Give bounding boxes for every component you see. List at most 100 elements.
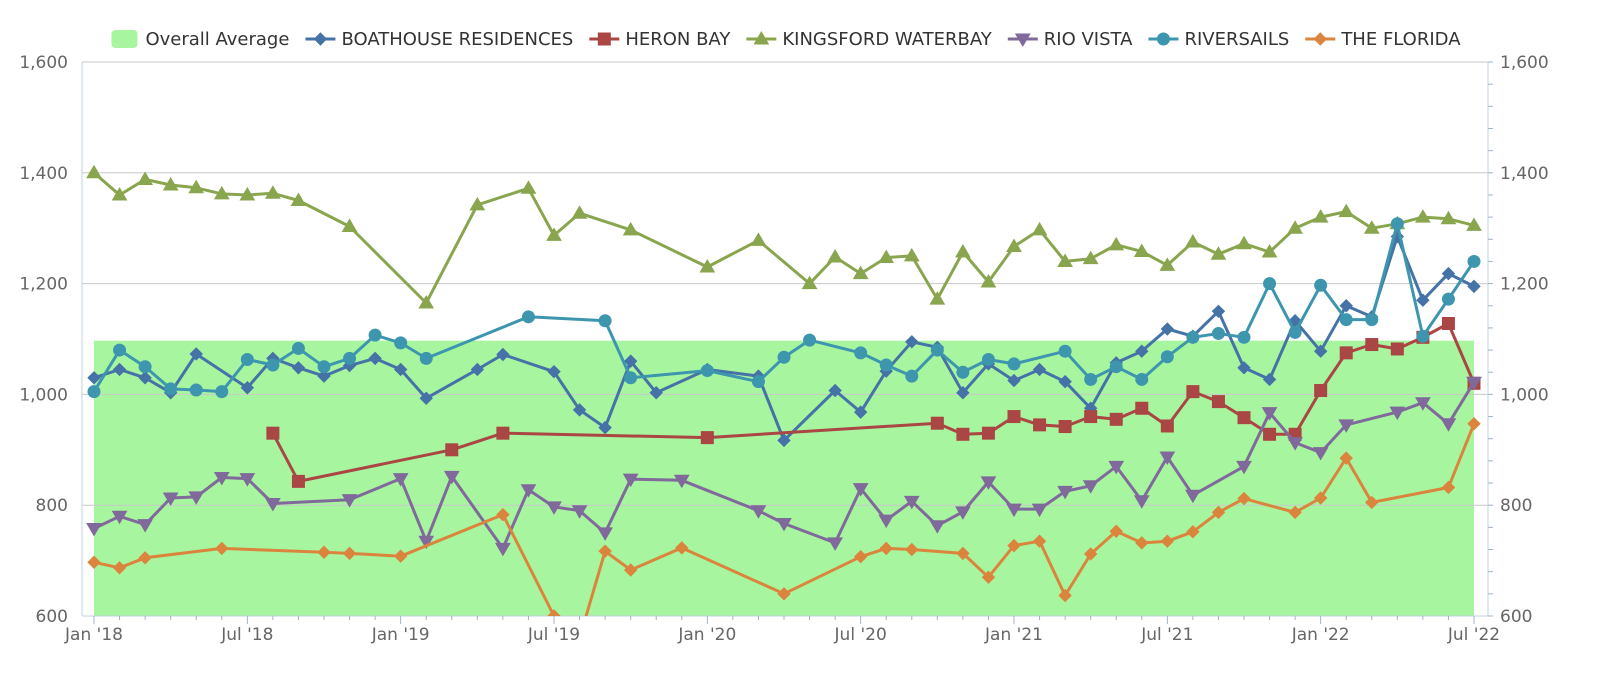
data-point-riversails[interactable]: [956, 365, 970, 379]
data-point-rio-vista[interactable]: [955, 506, 971, 520]
data-point-riversails[interactable]: [138, 360, 152, 374]
data-point-rio-vista[interactable]: [392, 473, 409, 487]
data-point-boathouse-residences[interactable]: [828, 383, 842, 398]
data-point-kingsford-waterbay[interactable]: [903, 247, 920, 262]
data-point-riversails[interactable]: [1441, 292, 1455, 306]
data-point-rio-vista[interactable]: [827, 537, 843, 551]
data-point-heron-bay[interactable]: [1007, 410, 1021, 424]
data-point-the-florida[interactable]: [1083, 547, 1098, 561]
data-point-the-florida[interactable]: [1160, 534, 1175, 548]
data-point-boathouse-residences[interactable]: [1339, 299, 1353, 313]
data-point-riversails[interactable]: [215, 385, 229, 399]
data-point-rio-vista[interactable]: [111, 510, 128, 525]
data-point-kingsford-waterbay[interactable]: [418, 294, 435, 309]
data-point-riversails[interactable]: [930, 343, 944, 357]
data-point-heron-bay[interactable]: [1365, 338, 1379, 352]
data-point-kingsford-waterbay[interactable]: [1415, 209, 1431, 223]
data-point-rio-vista[interactable]: [495, 542, 511, 557]
data-point-the-florida[interactable]: [547, 609, 561, 622]
data-point-boathouse-residences[interactable]: [87, 371, 101, 385]
data-point-rio-vista[interactable]: [418, 535, 435, 550]
data-point-heron-bay[interactable]: [1237, 411, 1251, 425]
data-point-riversails[interactable]: [368, 328, 382, 342]
data-point-boathouse-residences[interactable]: [419, 391, 433, 405]
data-point-rio-vista[interactable]: [1031, 503, 1048, 518]
data-point-the-florida[interactable]: [138, 551, 152, 565]
data-point-boathouse-residences[interactable]: [1416, 293, 1430, 307]
data-point-boathouse-residences[interactable]: [598, 420, 612, 435]
data-point-riversails[interactable]: [598, 314, 612, 328]
data-point-heron-bay[interactable]: [1135, 401, 1149, 415]
data-point-kingsford-waterbay[interactable]: [265, 185, 281, 199]
data-point-riversails[interactable]: [1186, 330, 1200, 344]
data-point-kingsford-waterbay[interactable]: [1287, 220, 1303, 234]
data-point-kingsford-waterbay[interactable]: [1108, 236, 1125, 251]
data-point-heron-bay[interactable]: [1211, 395, 1225, 409]
data-point-boathouse-residences[interactable]: [1160, 322, 1175, 336]
data-point-the-florida[interactable]: [215, 541, 229, 556]
legend-item-boathouse-residences[interactable]: BOATHOUSE RESIDENCES: [305, 29, 573, 50]
data-point-kingsford-waterbay[interactable]: [1006, 238, 1022, 252]
data-point-the-florida[interactable]: [393, 549, 408, 563]
data-point-boathouse-residences[interactable]: [1007, 373, 1021, 388]
data-point-riversails[interactable]: [700, 364, 714, 378]
data-point-riversails[interactable]: [164, 382, 178, 396]
data-point-the-florida[interactable]: [777, 587, 791, 601]
data-point-kingsford-waterbay[interactable]: [1159, 257, 1176, 271]
data-point-the-florida[interactable]: [956, 546, 970, 561]
data-point-the-florida[interactable]: [675, 541, 689, 555]
data-point-rio-vista[interactable]: [1057, 485, 1073, 500]
data-point-rio-vista[interactable]: [571, 505, 588, 519]
data-point-boathouse-residences[interactable]: [240, 381, 255, 395]
data-point-heron-bay[interactable]: [496, 426, 510, 440]
data-point-kingsford-waterbay[interactable]: [878, 249, 895, 264]
data-point-kingsford-waterbay[interactable]: [213, 185, 230, 200]
data-point-kingsford-waterbay[interactable]: [699, 258, 716, 273]
data-point-heron-bay[interactable]: [291, 474, 305, 488]
data-point-heron-bay[interactable]: [1160, 419, 1174, 433]
data-point-heron-bay[interactable]: [1390, 342, 1404, 356]
data-point-heron-bay[interactable]: [1263, 427, 1277, 441]
data-point-rio-vista[interactable]: [239, 473, 256, 487]
data-point-rio-vista[interactable]: [188, 491, 205, 505]
data-point-boathouse-residences[interactable]: [1032, 362, 1047, 377]
legend-item-kingsford-waterbay[interactable]: KINGSFORD WATERBAY: [746, 29, 993, 50]
data-point-kingsford-waterbay[interactable]: [520, 180, 537, 194]
data-point-riversails[interactable]: [521, 310, 535, 324]
data-point-kingsford-waterbay[interactable]: [469, 196, 486, 211]
data-point-rio-vista[interactable]: [1466, 376, 1482, 391]
data-point-rio-vista[interactable]: [1159, 451, 1176, 465]
data-point-kingsford-waterbay[interactable]: [1440, 210, 1457, 225]
data-point-the-florida[interactable]: [1339, 451, 1353, 465]
data-point-riversails[interactable]: [1467, 254, 1481, 268]
data-point-the-florida[interactable]: [1058, 588, 1072, 603]
data-point-riversails[interactable]: [1365, 313, 1379, 327]
data-point-riversails[interactable]: [1237, 330, 1251, 344]
legend-item-rio-vista[interactable]: RIO VISTA: [1007, 29, 1133, 50]
data-point-riversails[interactable]: [266, 358, 280, 372]
data-point-the-florida[interactable]: [905, 542, 919, 557]
data-point-kingsford-waterbay[interactable]: [571, 205, 588, 219]
data-point-heron-bay[interactable]: [930, 416, 944, 430]
data-point-kingsford-waterbay[interactable]: [1312, 209, 1329, 223]
data-point-rio-vista[interactable]: [597, 527, 613, 541]
data-point-heron-bay[interactable]: [266, 426, 280, 440]
data-point-kingsford-waterbay[interactable]: [750, 232, 767, 246]
data-point-boathouse-residences[interactable]: [547, 364, 561, 379]
legend-item-heron-bay[interactable]: HERON BAY: [589, 29, 731, 50]
data-point-the-florida[interactable]: [1313, 491, 1328, 505]
data-point-kingsford-waterbay[interactable]: [622, 221, 639, 236]
data-point-kingsford-waterbay[interactable]: [188, 179, 205, 194]
data-point-rio-vista[interactable]: [1312, 447, 1329, 461]
data-point-rio-vista[interactable]: [1389, 406, 1406, 421]
data-point-riversails[interactable]: [1109, 360, 1123, 374]
data-point-the-florida[interactable]: [598, 544, 612, 558]
data-point-boathouse-residences[interactable]: [1313, 344, 1328, 358]
data-point-the-florida[interactable]: [112, 561, 127, 575]
data-point-heron-bay[interactable]: [1058, 420, 1072, 434]
data-point-rio-vista[interactable]: [520, 484, 537, 498]
data-point-the-florida[interactable]: [1441, 480, 1456, 495]
data-point-riversails[interactable]: [1263, 277, 1277, 291]
data-point-rio-vista[interactable]: [776, 517, 792, 532]
data-point-riversails[interactable]: [1288, 325, 1302, 339]
